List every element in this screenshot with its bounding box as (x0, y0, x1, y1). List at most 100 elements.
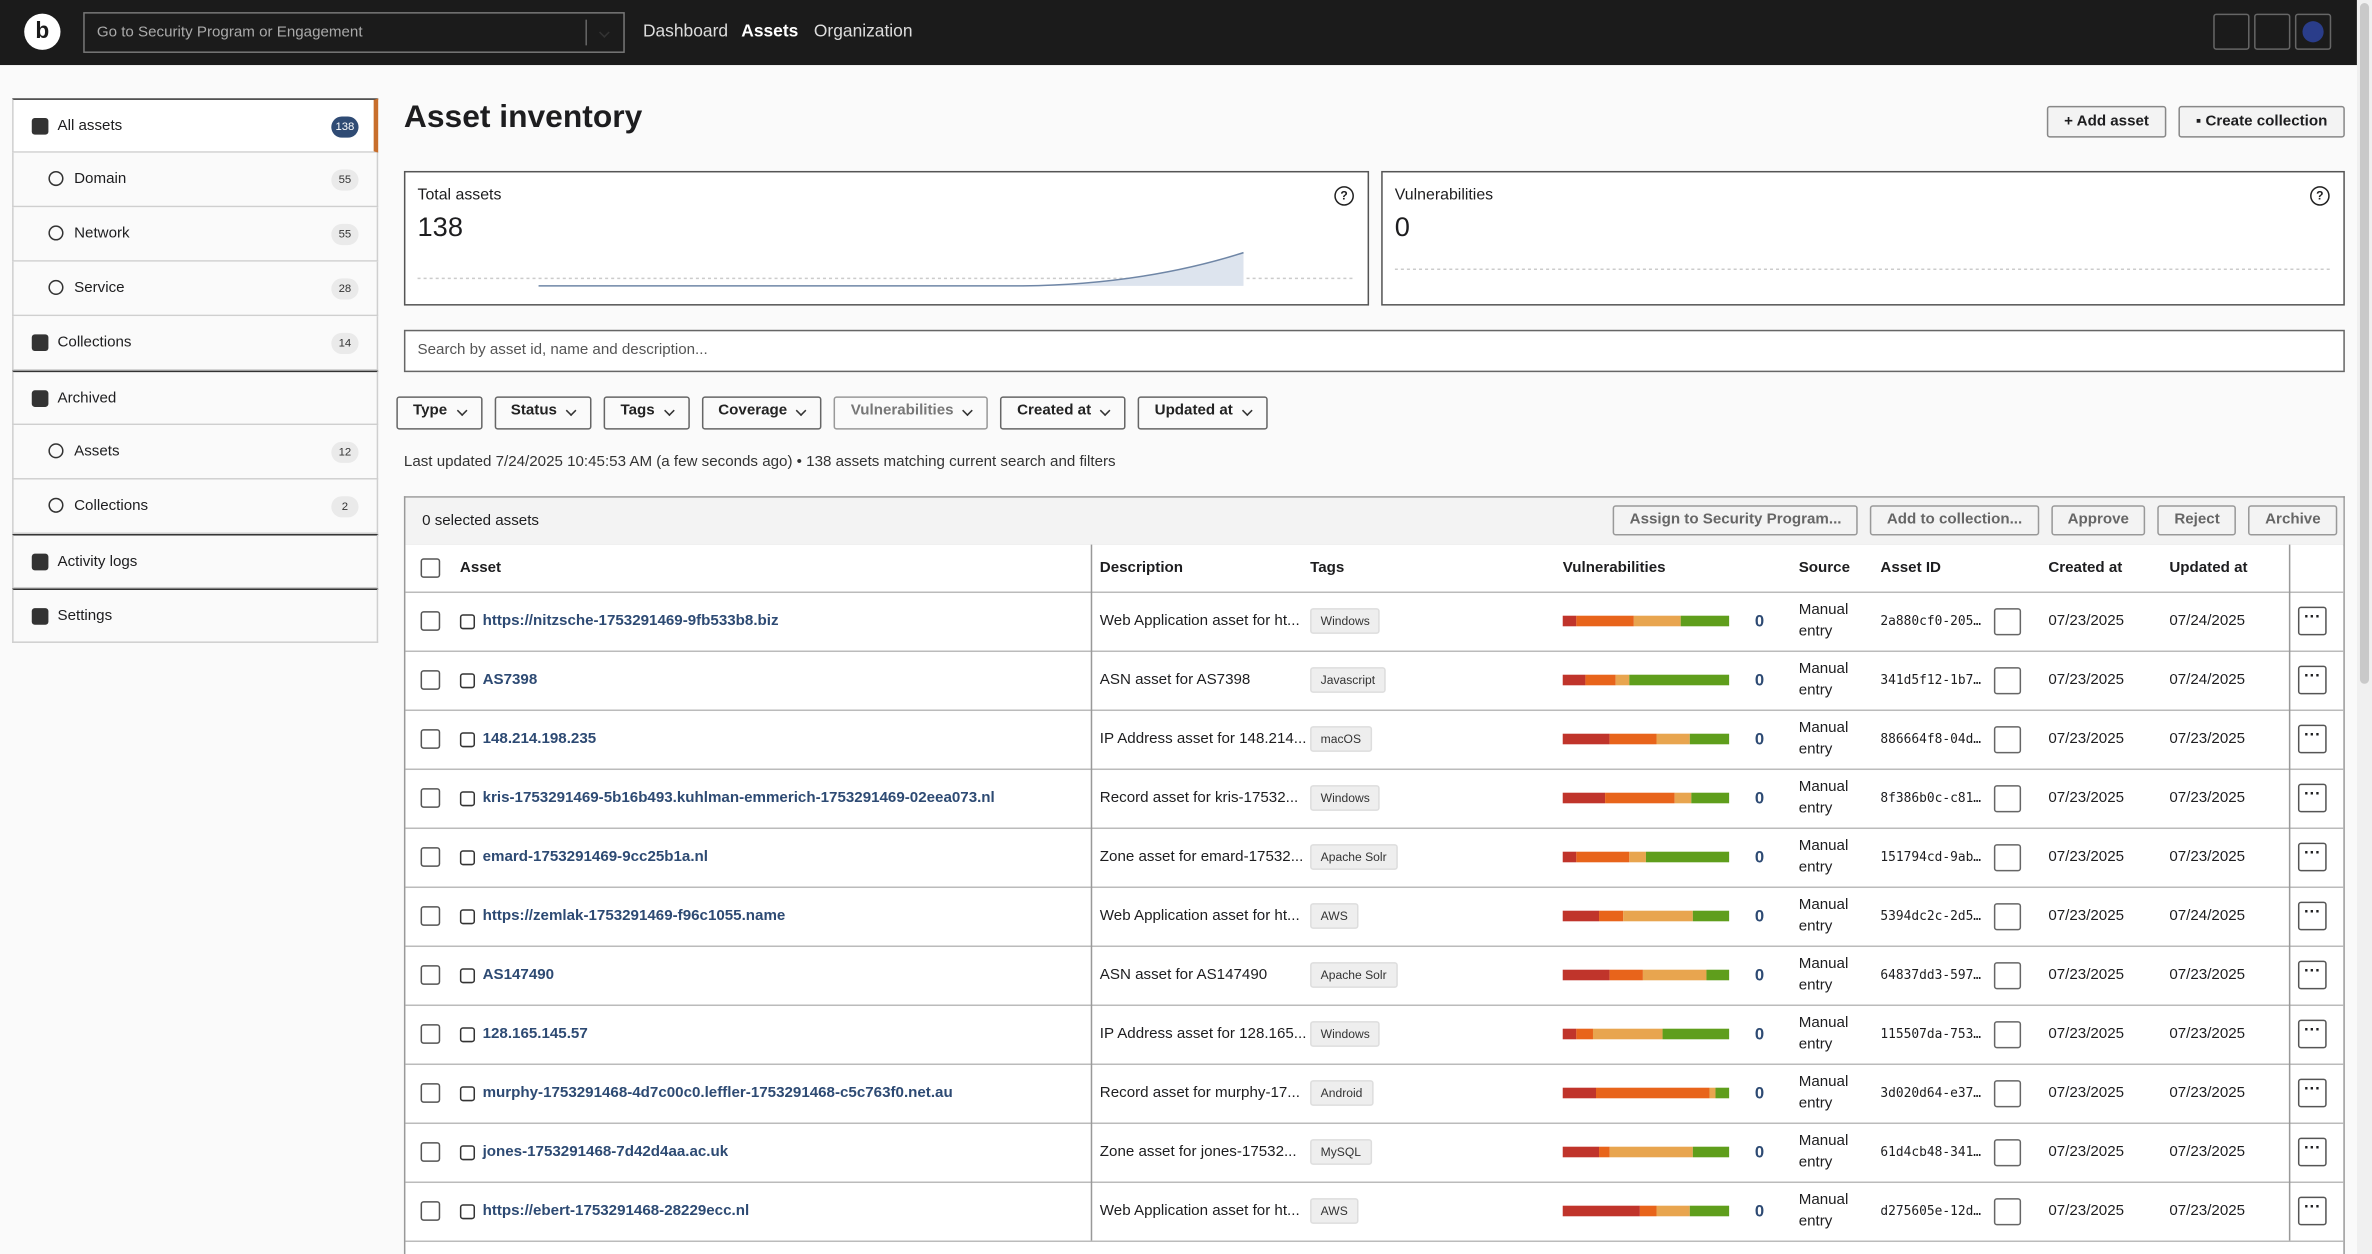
vulnerability-count[interactable]: 0 (1755, 1025, 1764, 1043)
row-checkbox[interactable] (421, 906, 441, 926)
vulnerability-count[interactable]: 0 (1755, 612, 1764, 630)
filter-button[interactable]: Type (396, 396, 482, 429)
asset-link[interactable]: jones-1753291468-7d42d4aa.ac.uk (483, 1144, 729, 1161)
sidebar-item[interactable]: All assets138 (12, 98, 378, 152)
nav-link-active[interactable]: Assets (741, 23, 798, 41)
row-menu-button[interactable]: ··· (2298, 725, 2327, 754)
copy-button[interactable] (1993, 1079, 2020, 1106)
avatar-button[interactable] (2295, 14, 2331, 50)
asset-link[interactable]: https://zemlak-1753291469-f96c1055.name (483, 908, 786, 925)
global-search[interactable]: Go to Security Program or Engagement (83, 12, 625, 53)
sidebar-item[interactable]: Activity logs (12, 534, 378, 588)
copy-button[interactable] (1993, 1020, 2020, 1047)
help-icon[interactable]: ? (2310, 186, 2330, 206)
asset-link[interactable]: 128.165.145.57 (483, 1026, 588, 1043)
asset-link[interactable]: AS147490 (483, 967, 555, 984)
filter-button[interactable]: Tags (604, 396, 690, 429)
row-menu-button[interactable]: ··· (2298, 961, 2327, 990)
row-checkbox[interactable] (421, 1142, 441, 1162)
logo[interactable]: b (24, 14, 60, 50)
help-button[interactable] (2213, 14, 2249, 50)
asset-link[interactable]: 148.214.198.235 (483, 731, 597, 748)
vulnerability-count[interactable]: 0 (1755, 730, 1764, 748)
filter-button[interactable]: Coverage (702, 396, 822, 429)
vulnerability-count[interactable]: 0 (1755, 671, 1764, 689)
vulnerability-count[interactable]: 0 (1755, 789, 1764, 807)
vulnerability-count[interactable]: 0 (1755, 1143, 1764, 1161)
row-checkbox[interactable] (421, 965, 441, 985)
row-checkbox[interactable] (421, 611, 441, 631)
column-header-label[interactable]: Asset ID (1880, 560, 1941, 577)
row-checkbox[interactable] (421, 1201, 441, 1221)
add-asset-button[interactable]: + Add asset (2047, 106, 2167, 138)
notifications-button[interactable] (2254, 14, 2290, 50)
row-menu-button[interactable]: ··· (2298, 1138, 2327, 1167)
row-menu-button[interactable]: ··· (2298, 1079, 2327, 1108)
copy-button[interactable] (1993, 725, 2020, 752)
column-header-label[interactable]: Asset (460, 560, 501, 577)
sidebar-item[interactable]: Archived (12, 371, 378, 425)
row-menu-button[interactable]: ··· (2298, 1197, 2327, 1226)
row-checkbox[interactable] (421, 847, 441, 867)
column-header-label[interactable]: Description (1100, 560, 1183, 577)
asset-link[interactable]: https://nitzsche-1753291469-9fb533b8.biz (483, 613, 779, 630)
asset-link[interactable]: https://ebert-1753291468-28229ecc.nl (483, 1203, 750, 1220)
column-header-label[interactable]: Updated at (2169, 560, 2247, 577)
bulk-action-button[interactable]: Assign to Security Program... (1613, 505, 1858, 535)
asset-link[interactable]: kris-1753291469-5b16b493.kuhlman-emmeric… (483, 790, 995, 807)
column-header-label[interactable]: Tags (1310, 560, 1344, 577)
row-menu-button[interactable]: ··· (2298, 784, 2327, 813)
sidebar-item[interactable]: Domain55 (12, 153, 378, 207)
vulnerability-count[interactable]: 0 (1755, 1202, 1764, 1220)
sidebar-item[interactable]: Collections14 (12, 316, 378, 370)
filter-button[interactable]: Updated at (1138, 396, 1268, 429)
row-checkbox[interactable] (421, 788, 441, 808)
row-menu-button[interactable]: ··· (2298, 843, 2327, 872)
scroll-thumb[interactable] (2360, 3, 2369, 684)
nav-link[interactable]: Dashboard (643, 23, 728, 41)
filter-button[interactable]: Vulnerabilities (834, 396, 988, 429)
row-menu-button[interactable]: ··· (2298, 607, 2327, 636)
asset-search[interactable]: Search by asset id, name and description… (404, 330, 2345, 372)
vulnerability-count[interactable]: 0 (1755, 1084, 1764, 1102)
row-checkbox[interactable] (421, 729, 441, 749)
asset-link[interactable]: murphy-1753291468-4d7c00c0.leffler-17532… (483, 1085, 953, 1102)
vulnerability-count[interactable]: 0 (1755, 907, 1764, 925)
column-header-label[interactable]: Created at (2048, 560, 2122, 577)
bulk-action-button[interactable]: Reject (2158, 505, 2237, 535)
asset-link[interactable]: emard-1753291469-9cc25b1a.nl (483, 849, 708, 866)
bulk-action-button[interactable]: Archive (2248, 505, 2337, 535)
sidebar-item[interactable]: Settings (12, 588, 378, 642)
filter-button[interactable]: Created at (1000, 396, 1125, 429)
row-menu-button[interactable]: ··· (2298, 902, 2327, 931)
select-all-checkbox[interactable] (421, 558, 441, 578)
copy-button[interactable] (1993, 1138, 2020, 1165)
row-checkbox[interactable] (421, 1024, 441, 1044)
vulnerability-count[interactable]: 0 (1755, 966, 1764, 984)
asset-link[interactable]: AS7398 (483, 672, 538, 689)
row-menu-button[interactable]: ··· (2298, 666, 2327, 695)
row-checkbox[interactable] (421, 1083, 441, 1103)
copy-button[interactable] (1993, 607, 2020, 634)
row-checkbox[interactable] (421, 670, 441, 690)
copy-button[interactable] (1993, 961, 2020, 988)
vulnerability-count[interactable]: 0 (1755, 848, 1764, 866)
sidebar-item[interactable]: Service28 (12, 262, 378, 316)
filter-button[interactable]: Status (494, 396, 592, 429)
sidebar-item[interactable]: Collections2 (12, 480, 378, 534)
search-dropdown[interactable] (585, 20, 623, 46)
copy-button[interactable] (1993, 843, 2020, 870)
sidebar-item[interactable]: Network55 (12, 207, 378, 261)
help-icon[interactable]: ? (1334, 186, 1354, 206)
sidebar-item[interactable]: Assets12 (12, 425, 378, 479)
column-header-label[interactable]: Vulnerabilities (1563, 560, 1666, 577)
bulk-action-button[interactable]: Add to collection... (1870, 505, 2039, 535)
bulk-action-button[interactable]: Approve (2051, 505, 2146, 535)
nav-link[interactable]: Organization (814, 23, 913, 41)
copy-button[interactable] (1993, 666, 2020, 693)
copy-button[interactable] (1993, 902, 2020, 929)
row-menu-button[interactable]: ··· (2298, 1020, 2327, 1049)
create-collection-button[interactable]: ▪ Create collection (2178, 106, 2344, 138)
column-header-label[interactable]: Source (1799, 560, 1850, 577)
copy-button[interactable] (1993, 784, 2020, 811)
